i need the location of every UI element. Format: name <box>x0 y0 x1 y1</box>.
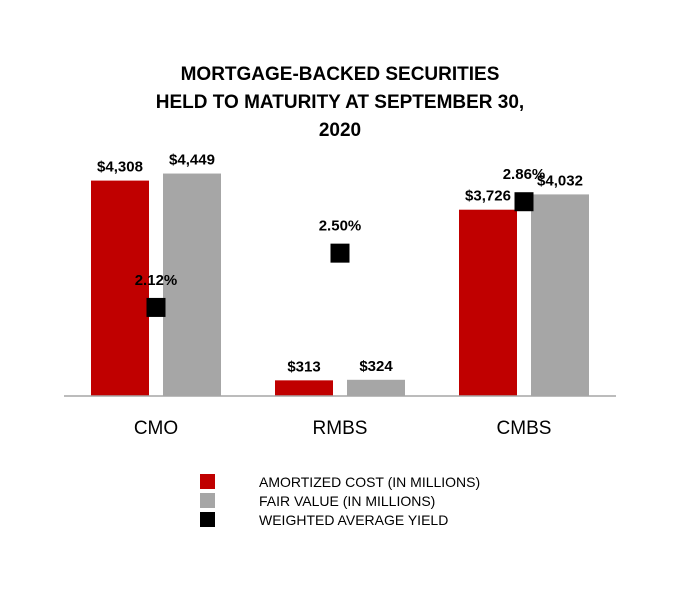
yield-label-rmbs: 2.50% <box>319 218 362 235</box>
data-label-cmo-fair-value: $4,449 <box>169 152 215 169</box>
bar-cmo-amortized-cost <box>91 180 149 396</box>
legend: AMORTIZED COST (IN MILLIONS) FAIR VALUE (… <box>200 474 480 528</box>
yield-markers <box>146 192 534 317</box>
yield-label-cmbs: 2.86% <box>503 166 546 183</box>
data-label-rmbs-amortized-cost: $313 <box>287 358 320 375</box>
legend-swatch-1 <box>200 474 215 489</box>
data-label-cmbs-amortized-cost: $3,726 <box>465 188 511 205</box>
yield-label-cmo: 2.12% <box>135 272 178 289</box>
data-label-rmbs-fair-value: $324 <box>359 358 393 375</box>
bar-cmbs-amortized-cost <box>459 209 517 396</box>
legend-swatch-3 <box>200 512 215 527</box>
category-label-cmo: CMO <box>134 418 178 439</box>
category-label-cmbs: CMBS <box>497 418 552 439</box>
chart-title: MORTGAGE-BACKED SECURITIES HELD TO MATURI… <box>156 64 524 141</box>
chart-title-line-1: MORTGAGE-BACKED SECURITIES <box>181 64 500 85</box>
category-label-rmbs: RMBS <box>313 418 368 439</box>
bar-cmbs-fair-value <box>531 194 589 396</box>
bar-rmbs-fair-value <box>347 379 405 396</box>
legend-swatch-2 <box>200 493 215 508</box>
category-labels: CMO RMBS CMBS <box>134 418 552 439</box>
yield-marker-cmo <box>146 297 166 317</box>
chart-title-line-3: 2020 <box>319 120 361 141</box>
bar-rmbs-amortized-cost <box>275 380 333 396</box>
chart-title-line-2: HELD TO MATURITY AT SEPTEMBER 30, <box>156 92 524 113</box>
data-label-cmo-amortized-cost: $4,308 <box>97 159 143 176</box>
yield-marker-rmbs <box>330 243 350 263</box>
data-labels: $4,308 $4,449 2.12% $313 $324 2.50% $3,726 $4,0… <box>97 152 583 376</box>
data-label-cmbs-fair-value: $4,032 <box>537 172 583 189</box>
legend-label-2: FAIR VALUE (IN MILLIONS) <box>259 493 435 509</box>
legend-label-1: AMORTIZED COST (IN MILLIONS) <box>259 474 480 490</box>
bars <box>91 173 589 396</box>
yield-marker-cmbs <box>514 192 534 212</box>
bar-cmo-fair-value <box>163 173 221 396</box>
legend-label-3: WEIGHTED AVERAGE YIELD <box>259 512 448 528</box>
